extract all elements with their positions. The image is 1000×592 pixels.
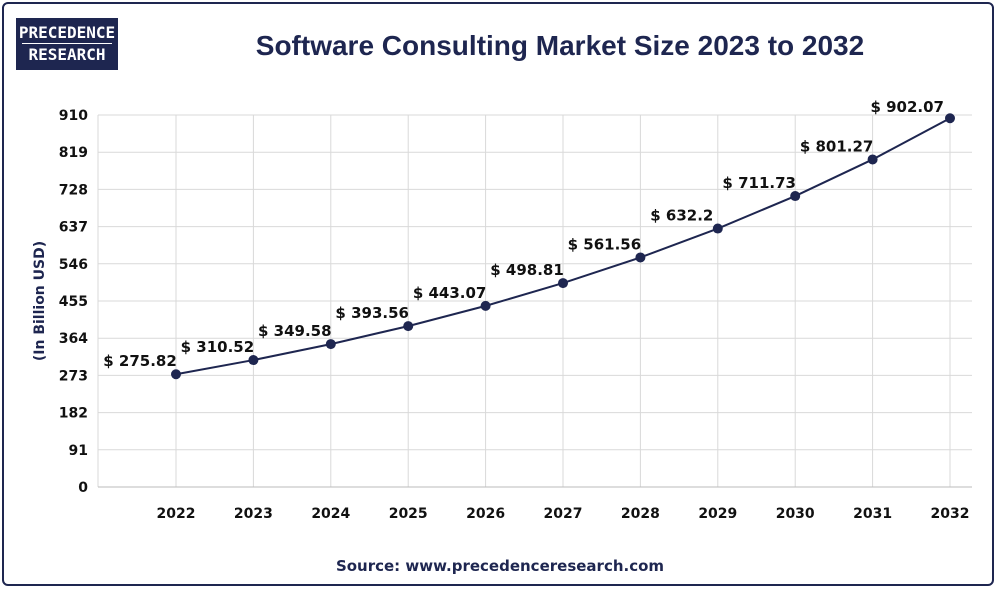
x-tick-label: 2022 [157, 506, 196, 522]
data-point [325, 339, 336, 350]
data-label: $ 443.07 [413, 284, 487, 302]
data-label: $ 902.07 [870, 98, 944, 116]
x-tick-label: 2026 [466, 506, 505, 522]
data-point [790, 191, 801, 202]
data-label: $ 393.56 [335, 304, 409, 322]
data-point [248, 355, 259, 366]
data-label: $ 310.52 [181, 338, 255, 356]
x-tick-label: 2025 [389, 506, 428, 522]
y-axis-label: (In Billion USD) [32, 241, 48, 361]
data-point [403, 321, 414, 332]
x-tick-label: 2030 [776, 506, 815, 522]
y-tick-label: 910 [59, 108, 88, 124]
y-tick-label: 819 [59, 145, 88, 161]
chart-title: Software Consulting Market Size 2023 to … [255, 30, 865, 61]
x-axis-ticks: 2022 2023 2024 2025 2026 2027 2028 2029 2030 2031… [157, 506, 970, 522]
data-point [867, 154, 878, 165]
brand-logo: PRECEDENCE RESEARCH [16, 18, 118, 70]
grid [97, 114, 972, 488]
data-label: $ 561.56 [568, 235, 642, 253]
data-point [635, 252, 646, 263]
data-point [171, 369, 181, 380]
data-point [558, 278, 568, 289]
x-tick-label: 2029 [698, 506, 737, 522]
data-label: $ 498.81 [490, 261, 564, 279]
y-tick-label: 455 [59, 294, 88, 310]
data-label: $ 632.2 [650, 207, 713, 225]
data-label: $ 801.27 [800, 137, 874, 155]
data-point [480, 300, 491, 311]
x-tick-label: 2024 [311, 506, 350, 522]
x-tick-label: 2027 [544, 506, 583, 522]
x-tick-label: 2031 [853, 506, 892, 522]
data-label: $ 711.73 [722, 174, 796, 192]
y-tick-label: 0 [78, 480, 88, 496]
y-tick-label: 546 [59, 257, 88, 273]
brand-line1: PRECEDENCE [18, 23, 116, 42]
y-axis-ticks: 0 91 182 273 364 455 546 637 728 819 910 [59, 108, 88, 496]
y-tick-label: 728 [59, 182, 88, 198]
y-tick-label: 91 [69, 443, 88, 459]
data-label: $ 275.82 [103, 352, 177, 370]
y-tick-label: 364 [59, 331, 88, 347]
x-tick-label: 2023 [234, 506, 273, 522]
y-tick-label: 273 [59, 368, 88, 384]
y-tick-label: 182 [59, 406, 88, 422]
data-label: $ 349.58 [258, 322, 332, 340]
source-note: Source: www.precedenceresearch.com [335, 557, 665, 575]
data-point [945, 113, 955, 124]
x-tick-label: 2028 [621, 506, 660, 522]
y-tick-label: 637 [59, 220, 88, 236]
data-points [171, 113, 955, 380]
data-point [712, 223, 723, 234]
brand-line2: RESEARCH [22, 43, 112, 65]
chart-frame [2, 2, 994, 586]
data-labels: $ 275.82$ 310.52$ 349.58$ 393.56$ 443.07… [103, 98, 944, 370]
x-tick-label: 2032 [931, 506, 970, 522]
